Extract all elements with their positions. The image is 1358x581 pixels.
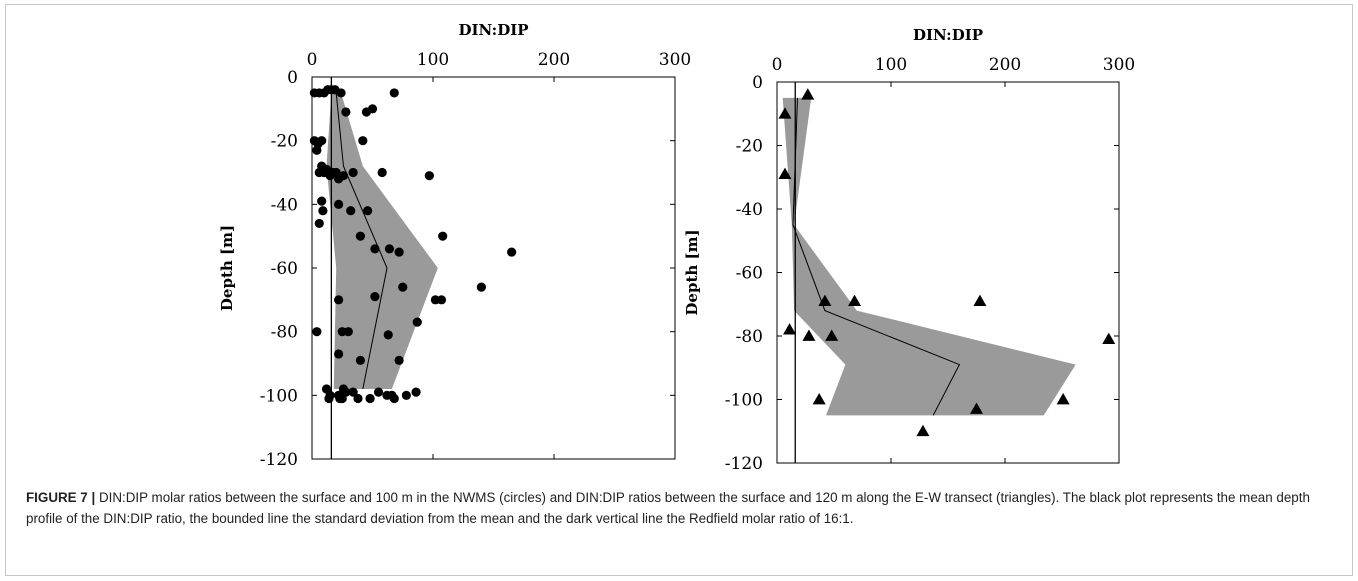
data-point-triangle <box>778 107 792 119</box>
data-point-triangle <box>812 393 826 405</box>
y-tick-label: -60 <box>271 259 298 279</box>
x-tick-label: 0 <box>307 50 318 70</box>
y-tick-label: -40 <box>736 200 763 220</box>
data-point-triangle <box>825 329 839 341</box>
x-tick-label: 100 <box>875 55 907 75</box>
x-tick-label: 200 <box>538 50 570 70</box>
data-point-circle <box>317 196 327 206</box>
data-point-circle <box>348 167 358 178</box>
panel-circles: 0 100 200 300 0 -20 -40 -60 -80 -100 -120 DIN:DIP De… <box>218 21 691 470</box>
y-axis-title: Depth [m] <box>218 225 236 311</box>
sd-band <box>782 97 1076 416</box>
data-point-circle <box>394 247 404 257</box>
figure-caption: FIGURE 7 | DIN:DIP molar ratios between … <box>26 487 1336 529</box>
data-point-circle <box>370 244 380 254</box>
data-point-circle <box>424 171 434 181</box>
caption-text: DIN:DIP molar ratios between the surface… <box>26 490 1310 526</box>
data-point-circle <box>389 88 399 98</box>
data-point-circle <box>377 167 387 178</box>
caption-label: FIGURE 7 | <box>26 490 96 505</box>
x-tick-label: 200 <box>989 55 1021 75</box>
data-point-circle <box>476 282 486 292</box>
x-axis-title: DIN:DIP <box>913 26 983 44</box>
data-point-triangle <box>778 167 792 179</box>
mean-profile-line <box>335 92 388 390</box>
x-tick-label: 100 <box>417 50 449 70</box>
y-tick-label: -120 <box>725 454 763 474</box>
data-point-circle <box>394 355 404 365</box>
data-point-circle <box>324 393 334 404</box>
data-point-triangle <box>802 329 816 341</box>
data-point-circle <box>384 244 395 254</box>
y-tick-label: 0 <box>287 68 298 88</box>
data-point-circle <box>438 231 448 241</box>
data-point-triangle <box>848 294 862 306</box>
data-point-circle <box>355 355 365 365</box>
data-point-circle <box>343 327 353 337</box>
data-point-circle <box>314 218 324 229</box>
data-point-circle <box>334 349 344 359</box>
data-point-circle <box>370 292 380 302</box>
figure-charts: 0 100 200 300 0 -20 -40 -60 -80 -100 -120 DIN:DIP De… <box>218 21 1135 474</box>
data-point-circle <box>318 206 328 216</box>
data-point-circle <box>373 387 384 397</box>
y-tick-label: -120 <box>260 450 298 470</box>
x-tick-label: 300 <box>1103 55 1135 75</box>
data-point-triangle <box>783 323 797 335</box>
data-point-circle <box>411 387 421 397</box>
y-tick-label: -20 <box>271 132 298 152</box>
data-point-circle <box>341 107 351 117</box>
mean-profile-line <box>792 97 961 416</box>
y-tick-label: 0 <box>752 73 763 93</box>
x-tick-label: 300 <box>659 50 691 70</box>
data-point-circle <box>363 206 373 216</box>
data-point-circle <box>317 136 327 146</box>
data-point-circle <box>401 390 411 400</box>
y-tick-label: -20 <box>736 137 763 157</box>
data-point-circle <box>335 393 345 404</box>
data-point-circle <box>348 387 358 397</box>
y-axis-title: Depth [m] <box>683 229 701 315</box>
data-point-triangle <box>1102 332 1116 345</box>
data-point-triangle <box>1056 393 1070 405</box>
x-axis-title: DIN:DIP <box>458 21 528 39</box>
data-point-circle <box>312 145 322 155</box>
data-point-circle <box>334 199 344 209</box>
figure-frame: 0 100 200 300 0 -20 -40 -60 -80 -100 -120 DIN:DIP De… <box>5 4 1353 576</box>
data-point-circle <box>358 136 368 146</box>
data-point-circle <box>346 206 356 216</box>
data-point-circle <box>383 330 393 340</box>
y-tick-label: -40 <box>271 195 298 215</box>
data-point-circle <box>365 393 375 404</box>
y-tick-label: -80 <box>736 327 763 347</box>
data-point-circle <box>336 88 346 98</box>
sd-band <box>326 92 438 389</box>
y-tick-label: -60 <box>736 264 763 284</box>
y-tick-label: -100 <box>725 391 763 411</box>
data-point-triangle <box>801 88 815 100</box>
data-point-circle <box>412 317 422 327</box>
data-point-circle <box>367 104 378 114</box>
data-point-circle <box>389 393 399 404</box>
data-point-circle <box>334 295 344 305</box>
data-point-triangle <box>818 294 832 306</box>
data-point-circle <box>353 393 363 404</box>
data-point-circle <box>398 282 408 292</box>
data-point-circle <box>338 171 349 181</box>
data-point-triangle <box>970 402 983 414</box>
data-point-triangle <box>916 424 930 437</box>
data-point-circle <box>312 327 322 337</box>
data-point-triangle <box>973 294 987 306</box>
data-point-circle <box>436 295 447 305</box>
y-tick-label: -100 <box>260 386 298 406</box>
data-point-circle <box>355 231 365 241</box>
panel-triangles: 0 100 200 300 0 -20 -40 -60 -80 -100 -120 DIN:DIP De… <box>683 26 1135 474</box>
y-tick-label: -80 <box>271 323 298 343</box>
data-point-circle <box>507 247 517 257</box>
x-tick-label: 0 <box>772 55 783 75</box>
